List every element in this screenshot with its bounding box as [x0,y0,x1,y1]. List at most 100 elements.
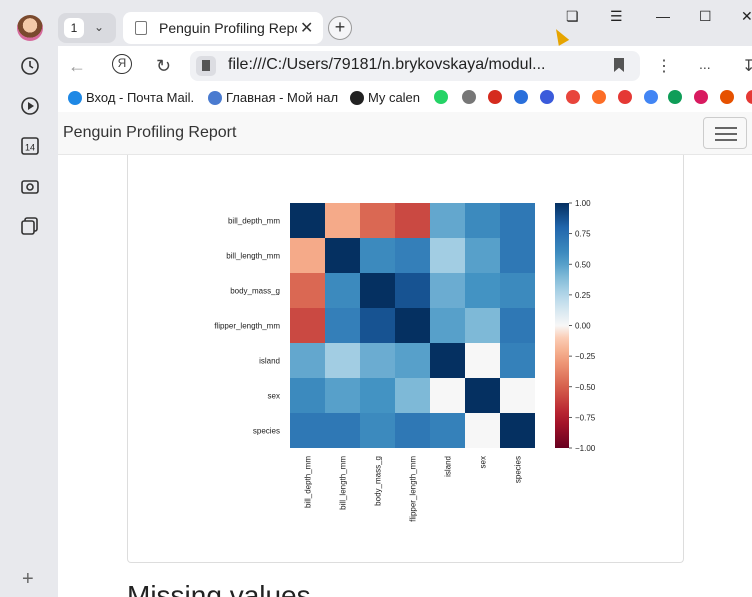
minimize-icon[interactable]: — [656,8,670,24]
bookmark-favicon-icon [668,90,682,104]
history-icon[interactable] [19,55,41,77]
heatmap-cell [395,308,430,343]
heatmap-cell [325,273,360,308]
more-vert-icon[interactable]: ⋮ [656,58,672,75]
heatmap-cell [395,378,430,413]
bookmark-favicon-icon [68,90,82,105]
side-rail: 14 + [0,0,58,597]
brand-title[interactable]: Penguin Profiling Report [63,124,237,141]
hamburger-line [715,133,737,135]
bookmark-favicon-icon [350,90,364,105]
overflow-menu[interactable]: ... [699,56,711,72]
bookmarks-bar: Вход - Почта Mail. Главная - Мой нал My ca… [58,86,752,112]
close-tab-icon[interactable]: ✕ [300,20,314,37]
bookmark-favicon-icon [720,90,734,104]
bookmark-item[interactable] [566,90,580,104]
heatmap-cell [500,378,535,413]
colorbar-tick-label: −1.00 [575,444,596,453]
chevron-down-icon[interactable]: ⌄ [94,20,105,34]
download-icon[interactable]: ↧ [742,58,752,75]
col-label: bill_length_mm [339,456,348,510]
bookmark-item[interactable] [720,90,734,104]
heatmap-cell [430,413,465,448]
heatmap-cell [465,413,500,448]
row-label: body_mass_g [230,287,280,296]
bookmark-favicon-icon [514,90,528,104]
bookmark-item[interactable] [514,90,528,104]
colorbar-tick-label: 0.25 [575,291,591,300]
col-label: flipper_length_mm [409,456,418,522]
screenshot-icon[interactable] [19,175,41,197]
colorbar-tick-label: 0.00 [575,322,591,331]
menu-icon[interactable]: ☰ [610,8,623,24]
heatmap-cell [325,203,360,238]
row-label: bill_depth_mm [228,217,280,226]
bookmark-item[interactable] [618,90,632,104]
bookmark-item[interactable]: My calen [350,90,420,105]
heatmap-cell [395,238,430,273]
heatmap-cell [360,238,395,273]
bookmark-item[interactable]: Вход - Почта Mail. [68,90,194,105]
heatmap-cell [325,378,360,413]
bookmark-item[interactable] [592,90,606,104]
collections-icon[interactable] [19,215,41,237]
heatmap-cell [465,308,500,343]
heatmap-cell [325,413,360,448]
close-window-icon[interactable]: ✕ [741,8,752,24]
heatmap-cell [465,273,500,308]
bookmark-item[interactable] [644,90,658,104]
bookmark-favicon-icon [644,90,658,104]
row-label: sex [268,392,280,401]
url-text[interactable]: file:///C:/Users/79181/n.brykovskaya/mod… [228,56,546,73]
active-tab[interactable]: Penguin Profiling Report ✕ [123,12,323,44]
calendar-icon[interactable]: 14 [19,135,41,157]
yandex-icon[interactable]: Я [112,54,132,74]
bookmark-item[interactable] [746,90,752,104]
bookmark-favicon-icon [746,90,752,104]
back-icon[interactable]: ← [68,56,86,76]
file-protocol-icon[interactable] [196,56,216,76]
heatmap-cell [360,413,395,448]
heatmap-cell [500,413,535,448]
play-icon[interactable] [19,95,41,117]
add-panel-icon[interactable]: + [22,568,34,590]
bookmark-icon[interactable] [614,58,624,72]
col-label: sex [479,456,488,468]
col-label: bill_depth_mm [304,456,313,508]
address-row: ← Я ↻ file:///C:/Users/79181/n.brykovska… [58,46,752,86]
bookmark-item[interactable]: Главная - Мой нал [208,90,338,105]
colorbar [555,203,569,448]
bookmarks-panel-icon[interactable]: ❏ [566,8,579,24]
section-title: Missing values [127,580,311,597]
bookmark-item[interactable] [488,90,502,104]
colorbar-tick-label: 0.50 [575,260,591,269]
heatmap-cell [430,203,465,238]
new-tab-button[interactable]: + [328,16,352,40]
bookmark-item[interactable] [668,90,682,104]
bookmark-item[interactable] [540,90,554,104]
navbar-toggle-button[interactable] [703,117,747,149]
heatmap-cell [360,203,395,238]
bookmark-label: Главная - Мой нал [226,90,339,105]
heatmap-cell [360,343,395,378]
address-bar[interactable]: file:///C:/Users/79181/n.brykovskaya/mod… [190,51,640,81]
bookmark-item[interactable] [462,90,476,104]
bookmark-favicon-icon [694,90,708,104]
bookmark-favicon-icon [618,90,632,104]
maximize-icon[interactable]: ☐ [699,8,712,24]
bookmark-label: Вход - Почта Mail. [86,90,195,105]
bookmark-favicon-icon [592,90,606,104]
bookmark-favicon-icon [540,90,554,104]
profile-avatar[interactable] [17,15,43,41]
calendar-day: 14 [25,143,35,153]
heatmap-cell [500,308,535,343]
bookmark-label: My calen [368,90,421,105]
heatmap-cell [290,378,325,413]
bookmark-item[interactable] [694,90,708,104]
reload-icon[interactable]: ↻ [156,56,172,76]
heatmap-cell [290,413,325,448]
bookmark-item[interactable] [434,90,448,104]
heatmap-cell [360,308,395,343]
tab-counter[interactable]: 1 ⌄ [58,13,116,43]
